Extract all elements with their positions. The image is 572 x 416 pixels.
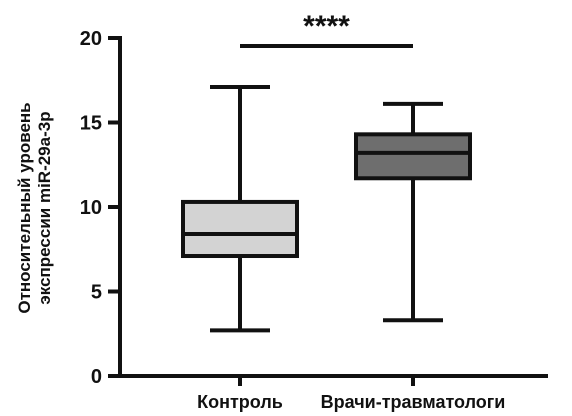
box-1: [354, 101, 472, 323]
box-0: [181, 85, 299, 333]
y-tick-label-5: 5: [91, 282, 102, 304]
box-iqr-0: [181, 199, 299, 259]
significance-annotation: ****: [240, 10, 413, 48]
y-axis-ticks: 0 5 10 15 20: [80, 28, 120, 388]
significance-label: ****: [303, 10, 350, 43]
y-tick-label-20: 20: [80, 28, 102, 50]
x-tick-label-0: Контроль: [197, 392, 283, 412]
y-axis-label-line-1: Относительный уровень: [15, 102, 34, 313]
x-tick-label-1: Врачи-травматологи: [321, 392, 506, 412]
y-tick-label-15: 15: [80, 113, 102, 135]
boxes: [181, 85, 472, 333]
y-tick-label-0: 0: [91, 366, 102, 388]
y-axis-label: Относительный уровень экспрессии miR-29a…: [15, 102, 54, 313]
y-tick-label-10: 10: [80, 197, 102, 219]
box-iqr-1: [354, 132, 472, 181]
y-axis-label-line-2: экспрессии miR-29a-3p: [35, 111, 54, 304]
x-axis-tick-labels: Контроль Врачи-травматологи: [197, 392, 505, 412]
